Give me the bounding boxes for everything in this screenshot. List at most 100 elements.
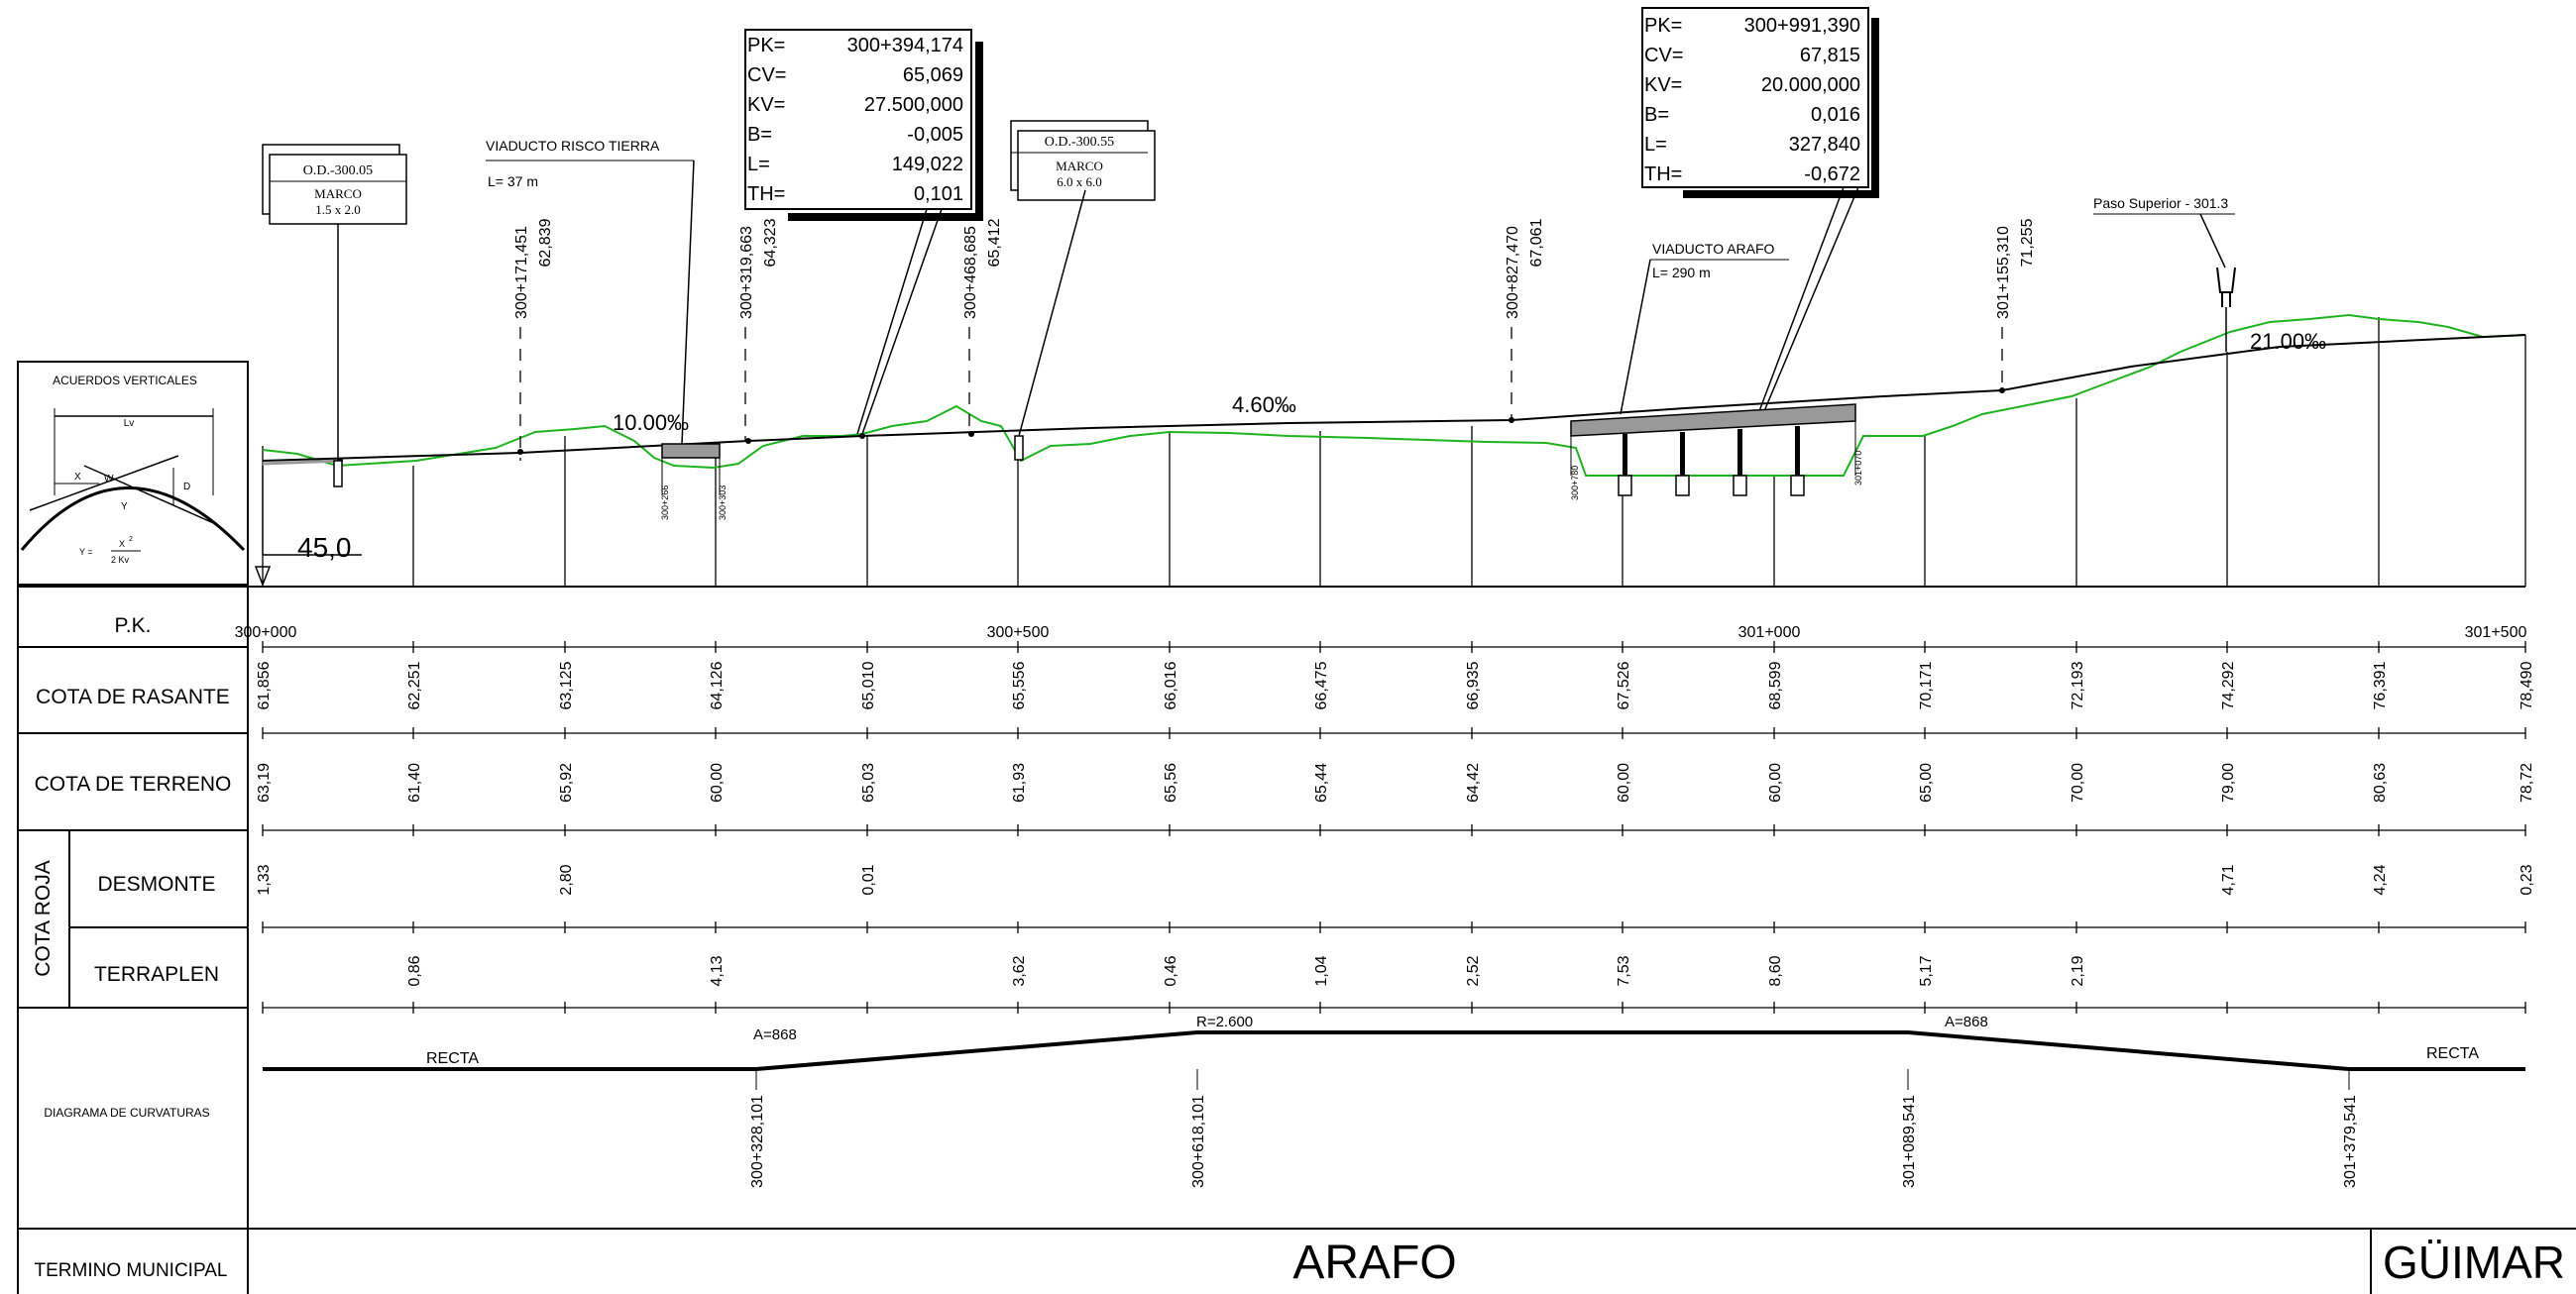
vc-value: -0,005 xyxy=(907,124,963,146)
viaducto1-start: 300+266 xyxy=(660,485,670,520)
terraplen-value: 0,86 xyxy=(406,955,423,986)
desmonte-value: 0,23 xyxy=(2519,864,2535,895)
vc-key: B= xyxy=(1644,104,1669,126)
legend-formula-num: X xyxy=(119,539,125,549)
legend-x: X xyxy=(74,472,81,483)
rasante-value: 64,126 xyxy=(709,661,726,709)
curv-a2: A=868 xyxy=(1945,1014,1988,1030)
desmonte-value: 4,24 xyxy=(2372,864,2389,895)
od1-title: O.D.-300.05 xyxy=(303,163,373,178)
legend-d: D xyxy=(183,482,190,492)
od1-type: MARCO xyxy=(314,186,362,201)
rasante-value: 66,475 xyxy=(1313,661,1330,709)
row-label-terraplen: TERRAPLEN xyxy=(94,963,219,986)
legend-formula-den: 2 Kv xyxy=(111,555,130,565)
desmonte-value: 1,33 xyxy=(256,864,273,895)
point-pk: 300+468,685 xyxy=(962,226,979,319)
vc-value: 20.000,000 xyxy=(1761,74,1860,96)
terreno-value: 70,00 xyxy=(2070,763,2086,803)
point-cota: 71,255 xyxy=(2019,218,2036,267)
viaducto2-name: VIADUCTO ARAFO xyxy=(1652,241,1775,257)
rasante-value: 61,856 xyxy=(256,661,273,709)
rasante-value: 68,599 xyxy=(1767,661,1784,709)
viaducto-arafo: VIADUCTO ARAFO L= 290 m 300+780 301+070 xyxy=(1570,241,1863,500)
terraplen-value: 2,19 xyxy=(2070,955,2086,986)
terreno-value: 61,40 xyxy=(406,763,423,803)
desmonte-value: 4,71 xyxy=(2220,864,2237,895)
od1-size: 1.5 x 2.0 xyxy=(315,202,361,217)
legend-title: ACUERDOS VERTICALES xyxy=(53,374,197,387)
rasante-value: 76,391 xyxy=(2372,661,2389,709)
vc-key: PK= xyxy=(1644,15,1682,37)
legend-lv: Lv xyxy=(124,418,135,429)
vc-key: L= xyxy=(747,154,770,175)
terreno-value: 78,72 xyxy=(2519,763,2535,803)
vc-key: B= xyxy=(747,124,772,146)
terreno-value: 79,00 xyxy=(2220,763,2237,803)
grade-line xyxy=(262,334,2526,462)
terraplen-value: 4,13 xyxy=(709,955,726,986)
od2-title: O.D.-300.55 xyxy=(1045,135,1114,150)
viaducto1-end: 300+303 xyxy=(718,485,728,520)
terreno-value: 65,92 xyxy=(558,763,575,803)
vc-value: 65,069 xyxy=(903,64,963,86)
row-label-rasante: COTA DE RASANTE xyxy=(36,686,230,708)
vc-value: 149,022 xyxy=(892,154,963,175)
terreno-value: 60,00 xyxy=(1767,763,1784,803)
slope-2: 4.60‰ xyxy=(1232,392,1296,417)
pk-tick: 300+000 xyxy=(235,624,297,641)
vc-key: L= xyxy=(1644,134,1667,156)
rasante-value: 70,171 xyxy=(1918,661,1935,709)
datum-level: 45,0 xyxy=(297,532,352,563)
pk-tick: 301+500 xyxy=(2465,624,2527,641)
terraplen-value: 0,46 xyxy=(1163,955,1179,986)
curvature-station: 301+379,541 xyxy=(2342,1095,2359,1188)
vc-value: 67,815 xyxy=(1800,45,1860,66)
terraplen-value: 2,52 xyxy=(1465,955,1482,986)
point-pk: 301+155,310 xyxy=(1995,226,2012,319)
point-cota: 67,061 xyxy=(1528,218,1545,267)
point-cota: 62,839 xyxy=(537,218,554,267)
municipio-arafo: ARAFO xyxy=(1292,1237,1456,1289)
paso-superior: Paso Superior - 301.3 xyxy=(2093,195,2236,352)
profile-table: P.K. COTA DE RASANTE COTA DE TERRENO COT… xyxy=(17,362,2576,1294)
profile-area: 45,0 10.00‰ 4.60‰ 21.00‰ O.D.-300.05 MAR… xyxy=(254,7,2526,588)
vc-key: CV= xyxy=(747,64,786,86)
viaducto1-len: L= 37 m xyxy=(488,173,538,189)
municipio-guimar: GÜIMAR xyxy=(2383,1237,2565,1288)
row-label-termino: TERMINO MUNICIPAL xyxy=(35,1260,228,1281)
terrain-line xyxy=(262,313,2526,477)
curvature-station: 301+089,541 xyxy=(1901,1095,1918,1188)
vertical-curve-callout-1: PK= 300+394,174 CV= 65,069 KV= 27.500,000 B= -0… xyxy=(744,29,983,435)
point-pk: 300+319,663 xyxy=(738,226,755,319)
vc-value: 0,016 xyxy=(1811,104,1860,126)
vc-value: 327,840 xyxy=(1789,134,1860,156)
row-label-desmonte: DESMONTE xyxy=(97,873,215,896)
vc-value: -0,672 xyxy=(1804,163,1860,185)
curv-recta-right: RECTA xyxy=(2426,1045,2479,1062)
row-label-cota-roja: COTA ROJA xyxy=(32,860,55,976)
point-pk: 300+171,451 xyxy=(513,226,530,319)
terraplen-value: 5,17 xyxy=(1918,955,1935,986)
terraplen-value: 7,53 xyxy=(1616,955,1632,986)
row-label-terreno: COTA DE TERRENO xyxy=(35,773,232,796)
terreno-value: 80,63 xyxy=(2372,763,2389,803)
legend-formula-lhs: Y = xyxy=(79,547,93,557)
slope-3: 21.00‰ xyxy=(2250,329,2326,354)
curv-a1: A=868 xyxy=(753,1026,797,1043)
terraplen-value: 8,60 xyxy=(1767,955,1784,986)
vc-key: TH= xyxy=(747,183,785,205)
viaducto2-start: 300+780 xyxy=(1570,466,1580,500)
viaducto-risco-tierra: VIADUCTO RISCO TIERRA L= 37 m 300+266 30… xyxy=(486,138,728,520)
pk-tick: 301+000 xyxy=(1738,624,1801,641)
terreno-value: 65,44 xyxy=(1313,763,1330,803)
od2-size: 6.0 x 6.0 xyxy=(1057,174,1102,189)
rasante-value: 74,292 xyxy=(2220,661,2237,709)
row-label-curvaturas: DIAGRAMA DE CURVATURAS xyxy=(44,1106,209,1120)
terreno-value: 65,56 xyxy=(1163,763,1179,803)
vc-value: 0,101 xyxy=(914,183,963,205)
legend-w: W xyxy=(104,474,114,485)
rasante-value: 67,526 xyxy=(1616,661,1632,709)
terreno-value: 65,00 xyxy=(1918,763,1935,803)
